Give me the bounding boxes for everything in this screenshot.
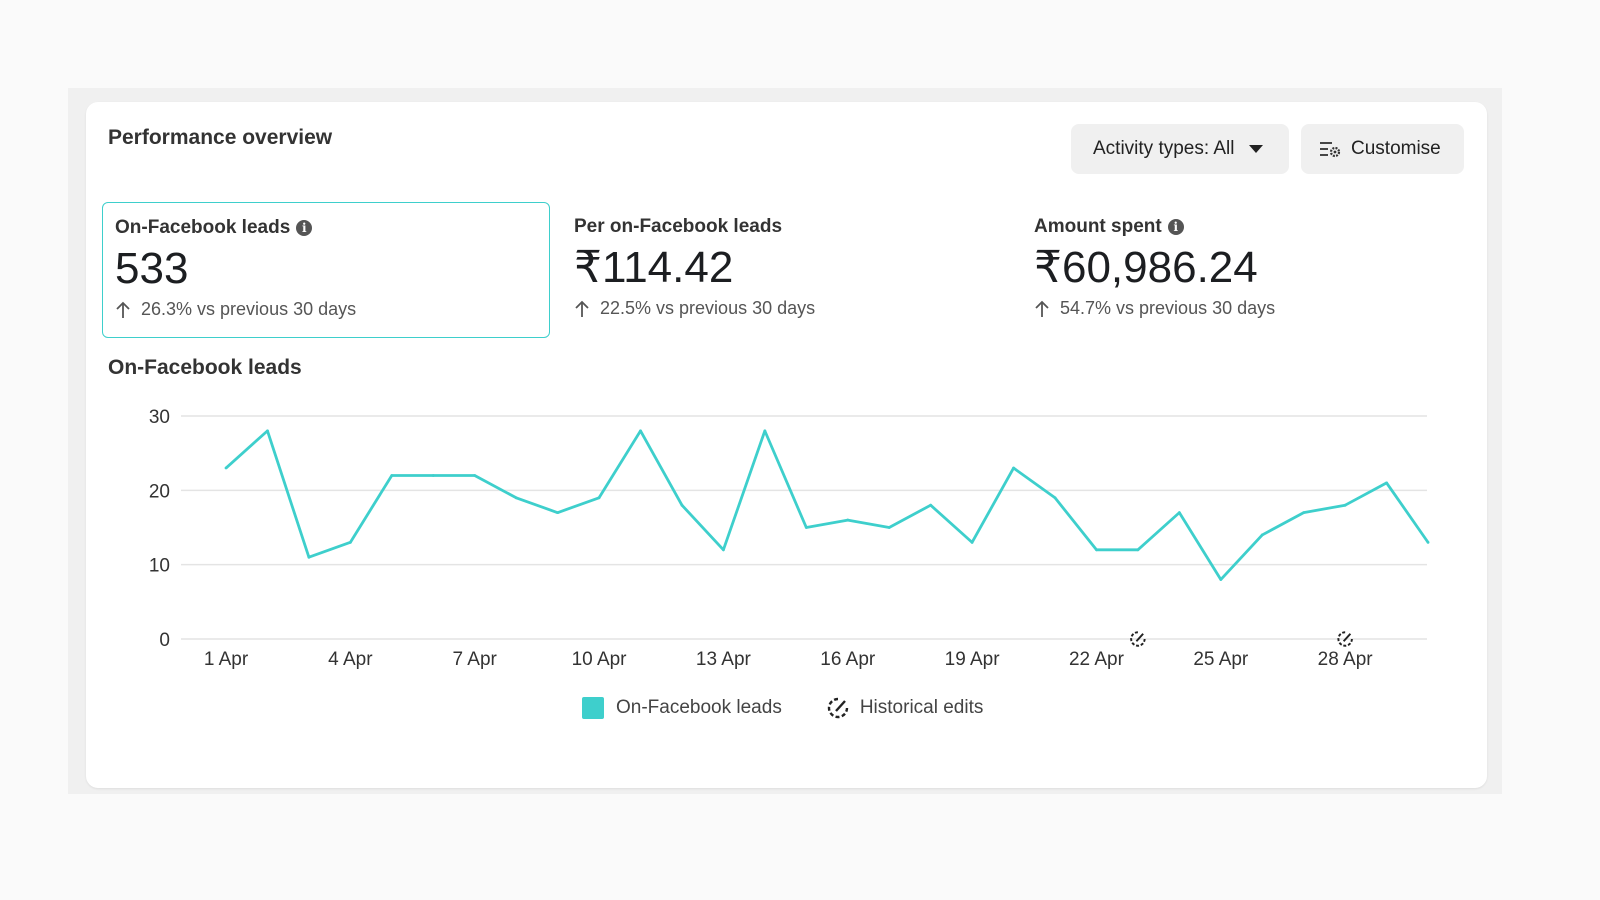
- metric-card-on-facebook-leads[interactable]: On-Facebook leads i 533 26.3% vs previou…: [102, 202, 550, 338]
- data-point: [680, 503, 684, 507]
- historical-edit-marker[interactable]: [1130, 631, 1146, 647]
- data-point: [224, 466, 228, 470]
- y-tick-label: 30: [149, 407, 170, 428]
- x-tick-label: 19 Apr: [945, 649, 1001, 670]
- data-point: [846, 518, 850, 522]
- data-point: [556, 511, 559, 515]
- arrow-up-icon: [116, 301, 130, 318]
- data-point: [1426, 540, 1430, 544]
- y-tick-label: 10: [149, 556, 170, 577]
- metric-change: 22.5% vs previous 30 days: [574, 298, 998, 319]
- legend-item-historical-edits[interactable]: Historical edits: [826, 696, 984, 720]
- legend-swatch: [582, 697, 604, 719]
- x-tick-label: 1 Apr: [204, 649, 249, 670]
- info-icon[interactable]: i: [1167, 219, 1184, 235]
- y-tick-label: 20: [149, 481, 170, 502]
- data-point: [763, 429, 767, 433]
- card-title: Performance overview: [108, 126, 333, 149]
- data-point: [639, 429, 642, 433]
- line-chart: 0 10 20 30 1 Apr 4 Apr 7 Apr 10 Apr 13 Apr 16 Apr…: [149, 407, 1430, 670]
- metric-label-row: Amount spent i: [1034, 216, 1458, 238]
- data-point: [1177, 511, 1181, 515]
- arrow-up-icon: [1035, 300, 1049, 317]
- performance-overview-card: Performance overview Activity types: All…: [86, 102, 1487, 788]
- metric-change-text: 54.7% vs previous 30 days: [1060, 298, 1276, 319]
- data-point: [390, 474, 394, 477]
- chart-legend: On-Facebook leads Historical edits: [582, 696, 1027, 720]
- x-tick-label: 25 Apr: [1193, 649, 1249, 670]
- metric-label: Amount spent: [1034, 216, 1162, 237]
- x-tick-label: 10 Apr: [572, 649, 628, 670]
- metric-label-row: On-Facebook leads i: [115, 217, 537, 239]
- info-icon[interactable]: i: [296, 220, 313, 236]
- data-point: [970, 540, 974, 544]
- data-point: [514, 496, 518, 500]
- data-point: [1385, 481, 1388, 485]
- activity-types-dropdown[interactable]: Activity types: All: [1071, 124, 1289, 174]
- x-tick-label: 28 Apr: [1318, 649, 1374, 670]
- metric-card-per-on-facebook-leads[interactable]: Per on-Facebook leads ₹114.42 22.5% vs p…: [562, 202, 1010, 338]
- metric-value: 533: [115, 244, 189, 293]
- activity-types-label: Activity types: All: [1093, 138, 1235, 159]
- metric-change-text: 26.3% vs previous 30 days: [141, 299, 357, 320]
- metric-label: Per on-Facebook leads: [574, 216, 783, 237]
- data-point: [431, 474, 435, 477]
- metric-value: ₹60,986.24: [1034, 243, 1258, 292]
- metric-label-row: Per on-Facebook leads: [574, 216, 998, 238]
- customise-label: Customise: [1351, 138, 1441, 159]
- x-tick-label: 7 Apr: [453, 649, 498, 670]
- data-point: [929, 503, 933, 507]
- data-point: [266, 429, 269, 433]
- data-point: [1260, 533, 1264, 537]
- metric-label: On-Facebook leads: [115, 217, 291, 238]
- x-tick-label: 4 Apr: [328, 649, 373, 670]
- data-point: [804, 526, 808, 529]
- x-tick-label: 16 Apr: [820, 649, 876, 670]
- metric-change: 54.7% vs previous 30 days: [1034, 298, 1458, 319]
- legend-edits-label: Historical edits: [859, 697, 984, 718]
- y-tick-label: 0: [159, 630, 170, 651]
- historical-edit-marker[interactable]: [1337, 631, 1353, 647]
- arrow-up-icon: [575, 300, 589, 317]
- data-point: [597, 496, 601, 500]
- customise-button[interactable]: Customise: [1301, 124, 1464, 174]
- data-point: [1012, 466, 1015, 470]
- data-point: [887, 526, 891, 529]
- data-point: [722, 548, 725, 552]
- data-point: [1095, 548, 1098, 552]
- data-point: [1302, 511, 1306, 515]
- metric-change: 26.3% vs previous 30 days: [115, 299, 537, 320]
- data-point: [307, 555, 311, 559]
- metric-card-amount-spent[interactable]: Amount spent i ₹60,986.24 54.7% vs previ…: [1022, 202, 1470, 338]
- metric-change-text: 22.5% vs previous 30 days: [600, 298, 816, 319]
- customise-settings-icon: [1320, 142, 1341, 158]
- data-point: [1053, 496, 1057, 500]
- legend-series-label: On-Facebook leads: [616, 697, 782, 718]
- data-point: [1219, 578, 1223, 581]
- data-point: [348, 540, 352, 544]
- series-line: [225, 429, 1430, 581]
- legend-item-series[interactable]: On-Facebook leads: [582, 697, 782, 719]
- metric-value: ₹114.42: [574, 243, 734, 292]
- x-tick-label: 13 Apr: [696, 649, 752, 670]
- chart-title: On-Facebook leads: [108, 356, 302, 379]
- x-tick-label: 22 Apr: [1069, 649, 1125, 670]
- historical-edit-icon: [827, 697, 849, 719]
- data-point: [1343, 503, 1347, 507]
- chevron-down-icon: [1248, 145, 1263, 153]
- data-point: [1136, 548, 1140, 552]
- data-point: [473, 474, 477, 477]
